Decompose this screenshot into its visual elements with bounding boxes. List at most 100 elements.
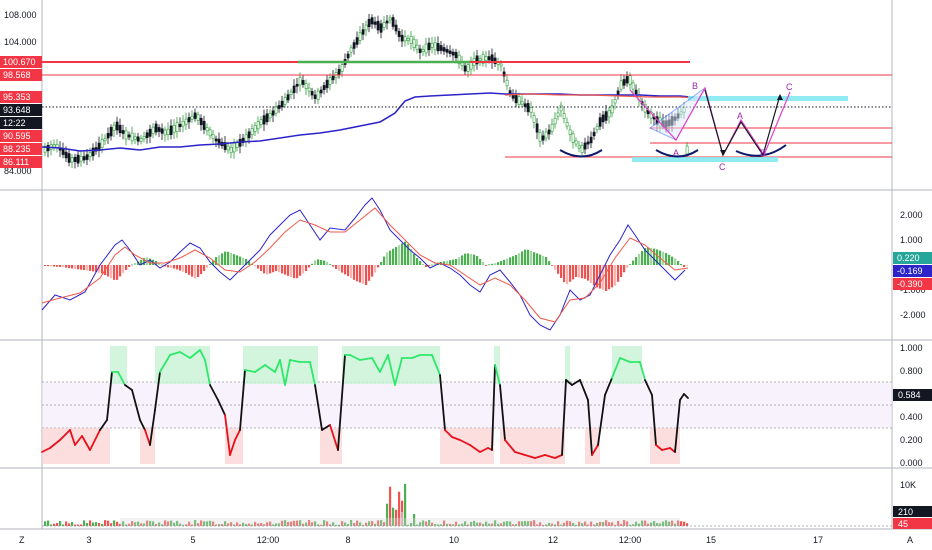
volume-badge[interactable]: 45 <box>893 518 932 529</box>
pattern-label-C-left[interactable]: C <box>719 162 726 172</box>
price-badge-label: 88.235 <box>3 144 31 154</box>
price-badge-label: 98.568 <box>3 70 31 80</box>
volume-bar <box>380 520 383 526</box>
osc-segment <box>469 444 481 453</box>
cup-curve-2[interactable] <box>655 149 699 158</box>
osc-tick-label: 0.800 <box>900 366 923 376</box>
price-panel[interactable]: B A C A B C <box>41 13 892 172</box>
macd-panel[interactable] <box>41 197 689 331</box>
macd-hist-bar <box>56 265 59 267</box>
osc-segment <box>674 399 681 453</box>
price-candle <box>85 154 89 160</box>
macd-hist-bar <box>341 265 344 273</box>
osc-value-badge[interactable]: 0.584 <box>893 389 932 401</box>
pattern-label-A-left[interactable]: A <box>673 148 679 158</box>
volume-bar <box>665 520 668 526</box>
macd-tick-label: 2.000 <box>900 210 923 220</box>
macd-hist-bar <box>374 265 377 273</box>
cyan-zone-upper[interactable] <box>688 96 848 101</box>
osc-oversold-zone <box>140 428 155 464</box>
price-candle <box>190 115 194 120</box>
macd-hist-bar <box>140 259 143 265</box>
volume-bar <box>485 521 488 526</box>
price-badge[interactable]: 12:22 <box>0 117 42 129</box>
price-candle <box>181 120 185 127</box>
volume-bar <box>314 521 317 526</box>
macd-badge[interactable]: -0.169 <box>893 265 932 277</box>
cup-curve-1[interactable] <box>559 149 603 158</box>
macd-hist-bar <box>170 265 173 268</box>
volume-bar <box>539 522 542 526</box>
price-candle <box>331 75 335 81</box>
price-candle <box>145 132 149 138</box>
volume-bar <box>287 521 290 526</box>
price-candle <box>328 77 332 85</box>
price-candle <box>487 56 491 61</box>
price-candle <box>631 82 635 90</box>
price-badge[interactable]: 88.235 <box>0 143 42 155</box>
pattern-label-B-right[interactable]: B <box>760 148 766 158</box>
macd-badge[interactable]: -0.390 <box>893 278 932 290</box>
volume-tick-label: 10K <box>900 480 916 490</box>
volume-bar <box>500 523 503 526</box>
cyan-zone-lower[interactable] <box>632 157 778 162</box>
volume-bar <box>614 524 617 526</box>
time-axis-left-button[interactable]: Z <box>19 535 25 545</box>
price-candle <box>325 79 329 89</box>
volume-bar <box>44 521 47 526</box>
macd-hist-bar <box>239 256 242 265</box>
macd-hist-bar <box>92 265 95 272</box>
price-badge[interactable]: 93.648 <box>0 104 42 116</box>
price-candle <box>517 96 521 105</box>
price-candle <box>526 103 530 113</box>
pattern-dark-path[interactable] <box>704 89 781 157</box>
price-candle <box>289 91 293 95</box>
osc-segment <box>329 424 339 451</box>
volume-bar <box>590 521 593 526</box>
macd-hist-bar <box>362 265 365 284</box>
macd-hist-bar <box>467 253 470 265</box>
oscillator-panel[interactable] <box>41 346 892 464</box>
pattern-label-C-right[interactable]: C <box>786 82 793 92</box>
volume-panel[interactable] <box>42 483 892 527</box>
price-badge[interactable]: 86.111 <box>0 156 42 168</box>
macd-hist-bar <box>572 265 575 280</box>
macd-hist-bar <box>491 263 494 265</box>
cup-curve-3[interactable] <box>735 144 787 157</box>
osc-segment <box>639 361 646 381</box>
volume-bar <box>443 520 446 526</box>
volume-bar <box>290 521 293 526</box>
price-candle <box>370 17 374 25</box>
price-badge[interactable]: 95.353 <box>0 91 42 103</box>
price-candle <box>226 145 230 151</box>
macd-hist-bar <box>656 249 659 265</box>
macd-hist-bar <box>473 254 476 265</box>
macd-badge[interactable]: 0.220 <box>893 252 932 264</box>
price-candle <box>424 43 428 54</box>
price-candle <box>628 75 632 85</box>
price-candle <box>319 89 323 94</box>
volume-bar <box>80 524 83 526</box>
macd-hist-bar <box>122 265 125 273</box>
volume-badge[interactable]: 210 <box>893 506 932 517</box>
macd-hist-bar <box>632 260 635 265</box>
price-badge[interactable]: 98.568 <box>0 69 42 81</box>
macd-hist-bar <box>434 263 437 265</box>
macd-hist-bar <box>95 265 98 272</box>
price-candle <box>70 157 74 163</box>
macd-hist-bar <box>536 253 539 265</box>
volume-bar <box>56 522 59 526</box>
volume-bar <box>488 523 491 526</box>
volume-bar <box>503 521 506 526</box>
pattern-label-A-right[interactable]: A <box>737 111 743 121</box>
macd-hist-bar <box>407 244 410 265</box>
osc-segment <box>274 359 281 373</box>
macd-hist-bar <box>386 252 389 265</box>
price-badge[interactable]: 90.595 <box>0 130 42 142</box>
volume-bar <box>332 522 335 526</box>
price-badge[interactable]: 100.670 <box>0 56 42 68</box>
macd-hist-bar <box>683 265 686 267</box>
auto-scale-button[interactable]: A <box>907 535 913 545</box>
pattern-label-B-left[interactable]: B <box>692 81 698 91</box>
